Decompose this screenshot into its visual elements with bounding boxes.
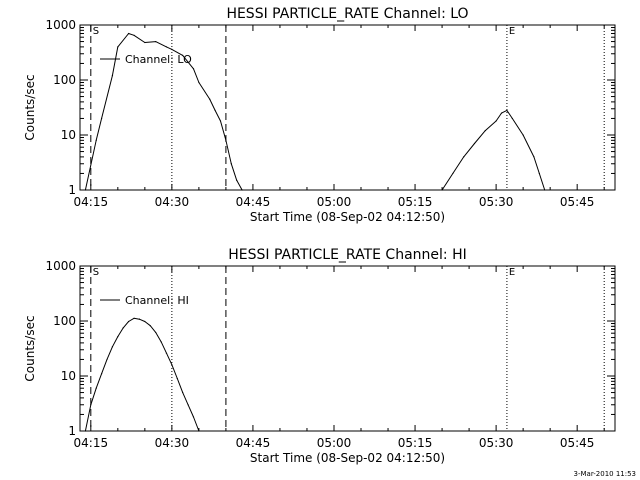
x-tick-label: 05:30 — [479, 436, 514, 450]
data-point — [95, 387, 97, 389]
data-point — [473, 142, 476, 145]
x-tick-label: 05:00 — [317, 195, 352, 209]
y-tick-label: 1 — [68, 183, 76, 197]
data-point — [122, 327, 124, 329]
data-point — [214, 109, 216, 112]
data-point — [128, 32, 130, 35]
x-axis-label: Start Time (08-Sep-02 04:12:50) — [250, 451, 445, 465]
data-point — [176, 377, 178, 380]
data-point — [219, 120, 222, 122]
data-point — [198, 430, 200, 432]
data-point — [192, 416, 195, 418]
data-point — [441, 189, 443, 191]
y-tick-label: 100 — [53, 314, 76, 328]
data-point — [133, 317, 135, 319]
plot-frame — [79, 265, 616, 432]
data-point — [101, 373, 103, 375]
start-marker: S — [93, 26, 99, 37]
panel-channel-hi: HESSI PARTICLE_RATE Channel: HI 04:15 04:3… — [23, 247, 616, 465]
data-point — [511, 117, 513, 120]
start-marker: S — [93, 267, 99, 278]
data-point — [484, 130, 486, 132]
data-point — [182, 391, 184, 394]
data-point — [463, 156, 465, 158]
data-point — [160, 341, 162, 343]
data-point — [192, 68, 195, 70]
y-axis-label: Counts/sec — [23, 315, 37, 381]
y-tick-label: 1000 — [45, 18, 76, 32]
data-point — [155, 40, 157, 43]
data-point — [106, 358, 108, 361]
data-point — [171, 48, 173, 51]
data-point — [95, 139, 97, 141]
x-tick-label: 04:45 — [236, 436, 271, 450]
plot-frame — [79, 24, 616, 191]
data-point — [452, 172, 454, 175]
data-point — [138, 318, 141, 320]
x-tick-label: 04:15 — [74, 436, 109, 450]
data-point — [522, 134, 524, 136]
data-point — [144, 41, 146, 44]
data-point — [230, 163, 232, 165]
x-tick-label: 04:30 — [155, 436, 190, 450]
x-tick-label: 05:45 — [560, 195, 595, 209]
data-series-line — [84, 33, 546, 191]
data-point — [209, 98, 211, 100]
x-tick-label: 05:15 — [398, 195, 433, 209]
data-point — [198, 81, 200, 84]
x-tick-label: 04:45 — [236, 195, 271, 209]
data-point — [84, 430, 87, 432]
x-tick-label: 04:15 — [74, 195, 109, 209]
data-point — [117, 46, 119, 48]
x-axis-label: Start Time (08-Sep-02 04:12:50) — [250, 210, 445, 224]
y-tick-label: 1000 — [45, 259, 76, 273]
panel-channel-lo: HESSI PARTICLE_RATE Channel: LO 04:15 04:3… — [23, 6, 616, 224]
data-point — [165, 46, 168, 48]
data-point — [225, 139, 227, 141]
data-point — [241, 189, 243, 191]
chart-title: HESSI PARTICLE_RATE Channel: LO — [226, 6, 468, 22]
data-point — [533, 156, 535, 158]
data-point — [144, 320, 146, 323]
chart-title: HESSI PARTICLE_RATE Channel: HI — [228, 247, 466, 263]
y-tick-label: 10 — [61, 128, 76, 142]
data-point — [495, 120, 497, 122]
x-tick-label: 05:45 — [560, 436, 595, 450]
x-tick-label: 05:00 — [317, 436, 352, 450]
y-tick-label: 100 — [53, 73, 76, 87]
data-point — [182, 54, 184, 57]
data-point — [111, 346, 114, 348]
data-point — [544, 189, 546, 191]
data-point — [538, 172, 540, 175]
data-point — [84, 189, 87, 191]
end-marker: E — [509, 267, 515, 278]
y-tick-label: 1 — [68, 424, 76, 438]
y-tick-label: 10 — [61, 369, 76, 383]
y-axis-label: Counts/sec — [23, 74, 37, 140]
data-point — [187, 404, 189, 406]
data-point — [128, 320, 130, 323]
data-point — [236, 179, 238, 181]
x-tick-label: 05:15 — [398, 436, 433, 450]
data-point — [90, 404, 92, 406]
data-point — [149, 325, 151, 327]
data-point — [506, 109, 508, 112]
legend-label: Channel: HI — [125, 294, 189, 307]
data-point — [171, 364, 173, 366]
data-point — [117, 336, 119, 338]
data-point — [165, 352, 168, 354]
data-point — [111, 75, 114, 77]
data-series-line — [84, 317, 200, 432]
data-point — [155, 331, 157, 334]
end-marker: E — [509, 26, 515, 37]
x-tick-label: 04:30 — [155, 195, 190, 209]
x-tick-label: 05:30 — [479, 195, 514, 209]
legend-label: Channel: LO — [125, 53, 192, 66]
data-point — [500, 112, 503, 114]
data-point — [133, 34, 135, 36]
footer-timestamp: 3-Mar-2010 11:53 — [574, 470, 636, 478]
data-point — [101, 117, 103, 120]
